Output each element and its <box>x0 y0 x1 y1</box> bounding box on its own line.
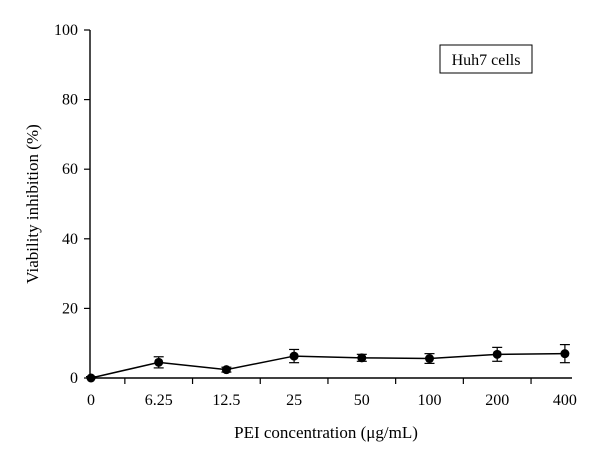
data-point <box>289 351 299 361</box>
y-tick-label: 40 <box>62 231 78 248</box>
y-tick-label: 80 <box>62 92 78 109</box>
x-tick-label: 200 <box>485 392 509 409</box>
data-point <box>154 357 164 367</box>
x-tick-label: 100 <box>418 392 442 409</box>
x-ticks: 0 6.25 12.5 25 50 100 200 400 <box>87 378 577 409</box>
data-point <box>221 365 231 375</box>
series-layer <box>86 343 570 383</box>
x-tick-label: 0 <box>87 392 95 409</box>
annotation-box: Huh7 cells <box>439 44 533 74</box>
x-tick-label: 12.5 <box>212 392 240 409</box>
annotation-label: Huh7 cells <box>452 52 521 69</box>
data-point <box>357 353 367 363</box>
x-tick-label: 25 <box>286 392 302 409</box>
series-line <box>90 352 565 379</box>
y-axis-title: Viability inhibition (%) <box>23 124 42 284</box>
x-tick-label: 400 <box>553 392 577 409</box>
y-ticks: 0 20 40 60 80 100 <box>54 22 90 387</box>
x-tick-label: 6.25 <box>145 392 173 409</box>
x-tick-label: 50 <box>354 392 370 409</box>
axes <box>89 30 572 379</box>
y-tick-label: 100 <box>54 22 78 39</box>
x-axis-title: PEI concentration (μg/mL) <box>234 423 418 442</box>
data-point <box>560 349 570 359</box>
y-tick-label: 0 <box>70 370 78 387</box>
data-point <box>492 349 502 359</box>
y-tick-label: 60 <box>62 161 78 178</box>
annotation-frame <box>439 44 533 74</box>
data-point <box>86 373 96 383</box>
data-point <box>425 354 434 364</box>
y-tick-label: 20 <box>62 300 78 317</box>
